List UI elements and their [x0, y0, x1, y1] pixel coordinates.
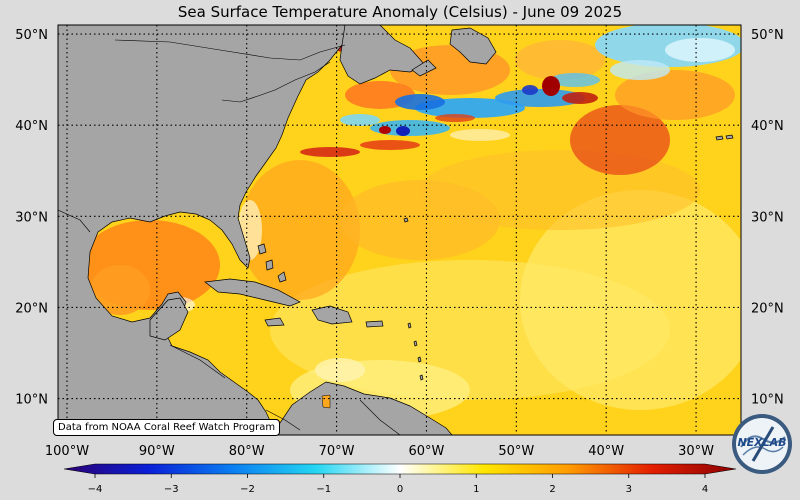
lon-label: 70°W	[319, 444, 355, 459]
lon-label: 30°W	[678, 444, 714, 459]
colorbar-tick-label: 1	[473, 484, 479, 495]
lat-label-right: 10°N	[751, 393, 784, 408]
graticule	[58, 25, 741, 435]
colorbar-tick-label: −4	[88, 484, 103, 495]
colorbar-tick-label: −2	[240, 484, 255, 495]
colorbar-tick-label: −1	[316, 484, 331, 495]
lat-label-left: 40°N	[15, 119, 48, 134]
lon-label: 40°W	[588, 444, 624, 459]
lon-label: 60°W	[409, 444, 445, 459]
colorbar-tick-label: −3	[164, 484, 179, 495]
country-borders	[58, 39, 401, 435]
anomaly-patches	[80, 25, 741, 420]
latitude-labels-left: 10°N 20°N 30°N 40°N 50°N	[15, 28, 48, 407]
lat-label-left: 50°N	[15, 28, 48, 43]
map-title: Sea Surface Temperature Anomaly (Celsius…	[177, 3, 623, 21]
lat-label-right: 50°N	[751, 28, 784, 43]
lat-label-right: 30°N	[751, 210, 784, 225]
lat-label-left: 30°N	[15, 210, 48, 225]
islands	[149, 134, 734, 409]
lat-label-right: 20°N	[751, 301, 784, 316]
logo-lettering: NEXLAB	[737, 436, 786, 449]
lon-label: 100°W	[45, 444, 89, 459]
lon-label: 90°W	[139, 444, 175, 459]
land-masses	[58, 25, 497, 435]
data-source-credit: Data from NOAA Coral Reef Watch Program	[53, 419, 281, 436]
longitude-labels: 100°W 90°W 80°W 70°W 60°W 50°W 40°W 30°W	[45, 444, 714, 459]
latitude-labels-right: 10°N 20°N 30°N 40°N 50°N	[751, 28, 784, 407]
lat-label-left: 20°N	[15, 301, 48, 316]
map-frame	[57, 24, 742, 436]
colorbar-tick-label: 3	[626, 484, 632, 495]
lon-label: 50°W	[498, 444, 534, 459]
colorbar: −4 −3 −2 −1 0 1 2 3 4	[63, 463, 737, 495]
colorbar-ticks: −4 −3 −2 −1 0 1 2 3 4	[88, 474, 708, 495]
colorbar-tick-label: 0	[397, 484, 403, 495]
nexlab-logo[interactable]: NEXLAB	[731, 413, 793, 475]
lat-label-right: 40°N	[751, 119, 784, 134]
colorbar-tick-label: 4	[702, 484, 708, 495]
lat-label-left: 10°N	[15, 393, 48, 408]
colorbar-bar	[63, 463, 737, 475]
colorbar-tick-label: 2	[549, 484, 555, 495]
lon-label: 80°W	[229, 444, 265, 459]
